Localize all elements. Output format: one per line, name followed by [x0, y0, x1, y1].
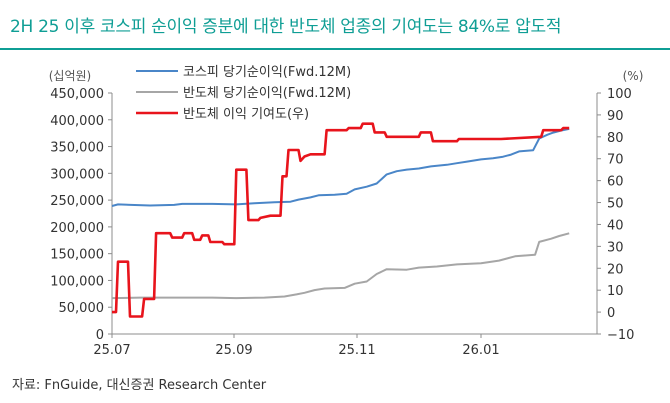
y-right-tick-label: 50 — [607, 197, 624, 212]
y-right-tick-label: 30 — [607, 240, 624, 255]
legend-label-1: 코스피 당기순이익(Fwd.12M) — [183, 65, 351, 80]
y-right-tick-label: 90 — [607, 109, 624, 124]
y-right-tick-label: 0 — [607, 306, 615, 321]
y-left-tick-label: 50,000 — [59, 301, 105, 316]
y-right-tick-label: 40 — [607, 218, 624, 233]
y-left-tick-label: 100,000 — [50, 274, 104, 289]
series-line-1 — [111, 127, 570, 207]
y-right-tick-label: 10 — [607, 284, 624, 299]
x-tick-label: 25.07 — [93, 343, 130, 358]
x-tick-label: 25.11 — [338, 343, 375, 358]
y-right-tick-label: 60 — [607, 175, 624, 190]
legend-label-2: 반도체 당기순이익(Fwd.12M) — [183, 86, 351, 101]
y-left-tick-label: 200,000 — [50, 221, 104, 236]
left-axis-unit: (십억원) — [49, 69, 91, 83]
y-left-tick-label: 450,000 — [50, 87, 104, 102]
title-underline — [0, 48, 670, 50]
y-left-tick-label: 400,000 — [50, 114, 104, 129]
y-left-tick-label: 250,000 — [50, 194, 104, 209]
x-tick-label: 25.09 — [215, 343, 252, 358]
source-note: 자료: FnGuide, 대신증권 Research Center — [12, 378, 267, 393]
y-left-tick-label: 300,000 — [50, 167, 104, 182]
y-right-tick-label: −10 — [607, 328, 634, 343]
chart-title: 2H 25 이후 코스피 순이익 증분에 대한 반도체 업종의 기여도는 84%… — [10, 17, 562, 37]
y-right-tick-label: 70 — [607, 153, 624, 168]
x-tick-label: 26.01 — [462, 343, 499, 358]
right-axis-unit: (%) — [623, 69, 644, 83]
y-right-tick-label: 100 — [607, 87, 632, 102]
y-right-tick-label: 80 — [607, 131, 624, 146]
series-line-2 — [111, 232, 570, 300]
legend-label-3: 반도체 이익 기여도(우) — [183, 107, 309, 122]
y-left-tick-label: 350,000 — [50, 141, 104, 156]
y-left-tick-label: 150,000 — [50, 248, 104, 263]
y-left-tick-label: 0 — [96, 328, 104, 343]
y-right-tick-label: 20 — [607, 262, 624, 277]
series-line-3 — [112, 122, 570, 318]
